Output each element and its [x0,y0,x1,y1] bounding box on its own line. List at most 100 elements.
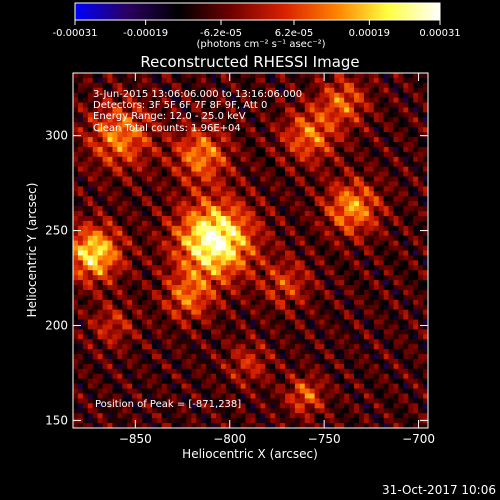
heatmap-cell [151,211,158,217]
heatmap-cell [142,388,148,395]
heatmap-cell [245,324,252,330]
heatmap-cell [77,344,84,350]
heatmap-cell [191,294,197,301]
heatmap-cell [211,260,217,266]
heatmap-cell [112,196,118,202]
heatmap-cell [122,87,128,94]
heatmap-cell [186,206,192,212]
heatmap-cell [398,73,404,79]
heatmap-cell [265,299,271,306]
heatmap-cell [309,334,316,340]
heatmap-cell [363,299,370,306]
heatmap-cell [294,87,301,94]
heatmap-cell [97,240,104,247]
heatmap-cell [220,161,227,168]
heatmap-cell [146,196,153,202]
heatmap-cell [334,225,340,232]
heatmap-cell [403,211,409,217]
heatmap-cell [102,230,109,237]
heatmap-cell [161,299,168,306]
heatmap-cell [354,97,360,104]
heatmap-cell [235,112,242,118]
heatmap-cell [230,294,237,301]
heatmap-cell [270,166,276,173]
heatmap-cell [215,368,222,375]
heatmap-cell [240,156,247,163]
heatmap-cell [102,215,109,222]
heatmap-cell [201,137,207,143]
heatmap-cell [230,206,237,212]
heatmap-cell [196,245,202,252]
heatmap-cell [137,314,143,321]
heatmap-cell [146,368,153,375]
heatmap-cell [176,87,183,94]
heatmap-cell [77,349,84,355]
heatmap-cell [191,373,197,380]
heatmap-cell [161,368,168,375]
heatmap-cell [151,255,158,261]
heatmap-cell [314,146,321,153]
heatmap-cell [423,358,428,365]
heatmap-cell [383,304,390,311]
heatmap-cell [363,206,370,212]
heatmap-cell [142,265,148,271]
heatmap-cell [220,181,227,187]
heatmap-cell [161,285,168,291]
heatmap-cell [349,156,355,163]
heatmap-cell [358,117,365,123]
heatmap-cell [122,373,128,380]
heatmap-cell [117,368,123,375]
heatmap-cell [73,215,79,222]
heatmap-cell [112,77,118,84]
heatmap-cell [191,285,197,291]
heatmap-cell [156,388,163,395]
heatmap-cell [201,358,207,365]
heatmap-cell [418,294,424,301]
heatmap-cell [92,191,99,197]
heatmap-cell [215,344,222,350]
heatmap-cell [77,309,84,316]
heatmap-cell [137,285,143,291]
heatmap-cell [97,403,104,409]
heatmap-cell [132,275,138,281]
heatmap-cell [388,87,395,94]
heatmap-cell [122,220,128,227]
heatmap-cell [211,314,217,321]
heatmap-cell [255,112,261,118]
heatmap-cell [92,240,99,247]
heatmap-cell [73,285,79,291]
heatmap-cell [235,334,242,340]
heatmap-cell [418,324,424,330]
heatmap-cell [324,294,330,301]
heatmap-cell [329,186,335,192]
heatmap-cell [378,245,385,252]
heatmap-cell [403,220,409,227]
heatmap-cell [112,270,118,276]
heatmap-cell [161,201,168,207]
heatmap-cell [363,151,370,158]
heatmap-cell [319,161,326,168]
heatmap-cell [270,363,276,370]
heatmap-cell [166,294,173,301]
heatmap-cell [117,112,123,118]
heatmap-cell [215,354,222,360]
heatmap-cell [107,294,114,301]
heatmap-cell [77,408,84,414]
heatmap-cell [211,294,217,301]
heatmap-cell [398,388,404,395]
heatmap-cell [92,329,99,335]
heatmap-cell [378,181,385,187]
heatmap-cell [363,220,370,227]
heatmap-cell [270,270,276,276]
heatmap-cell [142,344,148,350]
heatmap-cell [176,255,183,261]
heatmap-cell [215,146,222,153]
heatmap-cell [329,137,335,143]
heatmap-cell [191,176,197,183]
heatmap-cell [309,304,316,311]
heatmap-cell [354,349,360,355]
heatmap-cell [102,408,109,414]
heatmap-cell [294,378,301,385]
heatmap-cell [280,137,286,143]
heatmap-cell [250,299,257,306]
